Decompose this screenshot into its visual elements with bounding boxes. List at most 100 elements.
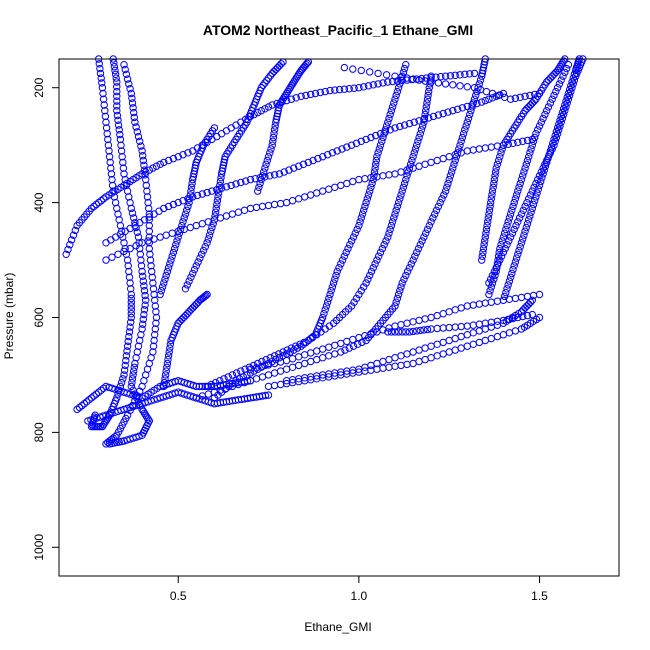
data-point <box>340 85 349 93</box>
data-point <box>127 89 136 98</box>
data-point <box>363 195 371 203</box>
data-point <box>269 133 278 142</box>
data-point <box>190 167 199 175</box>
data-point <box>134 233 143 241</box>
data-point <box>73 405 81 414</box>
data-point <box>439 350 447 358</box>
data-point <box>427 158 435 167</box>
data-point <box>145 227 154 236</box>
data-point <box>376 141 385 149</box>
data-point <box>270 126 279 134</box>
data-point <box>370 168 379 176</box>
data-point <box>418 237 426 245</box>
data-point <box>559 57 568 65</box>
data-point <box>421 110 429 119</box>
data-point <box>337 339 345 348</box>
data-point <box>374 80 382 88</box>
data-point <box>391 362 399 370</box>
data-point <box>400 121 409 129</box>
data-point <box>521 227 529 236</box>
data-point <box>457 322 465 331</box>
data-point <box>257 84 265 92</box>
data-point <box>467 107 475 115</box>
data-point <box>98 84 107 92</box>
data-point <box>495 248 503 257</box>
data-point <box>325 294 333 303</box>
data-point <box>521 164 529 172</box>
plot-area <box>62 55 587 448</box>
data-point <box>270 369 279 377</box>
data-point <box>127 302 136 310</box>
data-point <box>544 103 553 111</box>
data-point <box>215 185 223 193</box>
data-point <box>307 191 315 199</box>
data-point <box>499 331 508 339</box>
data-point <box>404 168 412 176</box>
data-point <box>323 151 332 159</box>
data-point <box>185 308 193 316</box>
data-point <box>136 219 144 227</box>
data-point <box>557 76 565 84</box>
data-point <box>451 323 459 331</box>
data-point <box>516 93 524 102</box>
data-point <box>243 377 252 385</box>
data-point <box>345 344 353 352</box>
data-point <box>71 226 80 235</box>
series-profile-23 <box>384 310 536 336</box>
data-point <box>485 279 493 287</box>
data-point <box>96 64 104 73</box>
data-point <box>321 306 329 314</box>
data-point <box>548 72 556 80</box>
data-point <box>264 74 273 82</box>
data-point <box>313 347 321 355</box>
data-point <box>113 78 121 86</box>
data-point <box>140 310 148 319</box>
data-point <box>287 95 296 103</box>
data-point <box>557 112 565 121</box>
data-point <box>331 275 339 283</box>
data-point <box>384 233 392 241</box>
data-point <box>187 187 195 195</box>
data-point <box>307 349 315 357</box>
data-point <box>491 271 499 280</box>
data-point <box>385 114 393 123</box>
data-point <box>369 175 377 184</box>
data-point <box>148 273 157 281</box>
data-point <box>499 233 508 241</box>
data-point <box>349 335 357 344</box>
data-point <box>192 262 201 270</box>
data-point <box>280 168 288 176</box>
data-point <box>535 290 544 299</box>
data-point <box>370 172 378 180</box>
data-point <box>92 390 101 398</box>
data-point <box>515 214 524 222</box>
data-point <box>163 267 172 276</box>
data-point <box>263 156 271 165</box>
data-point <box>552 133 561 142</box>
data-point <box>143 193 152 201</box>
data-point <box>130 363 139 371</box>
data-point <box>183 310 192 318</box>
data-point <box>403 360 411 369</box>
data-point <box>130 367 138 375</box>
data-point <box>373 153 381 161</box>
data-point <box>466 110 474 119</box>
data-point <box>511 195 520 203</box>
data-point <box>499 316 508 325</box>
data-point <box>358 210 367 218</box>
data-point <box>181 210 190 218</box>
data-point <box>102 124 111 132</box>
data-point <box>369 81 377 89</box>
data-point <box>320 310 328 318</box>
data-point <box>534 175 542 184</box>
data-point <box>502 225 510 234</box>
data-point <box>429 112 438 121</box>
data-point <box>255 183 263 192</box>
data-point <box>264 103 273 111</box>
data-point <box>245 363 254 371</box>
data-point <box>314 154 322 163</box>
data-point <box>273 112 281 121</box>
data-point <box>449 164 457 172</box>
data-point <box>276 380 285 389</box>
data-point <box>145 233 154 241</box>
